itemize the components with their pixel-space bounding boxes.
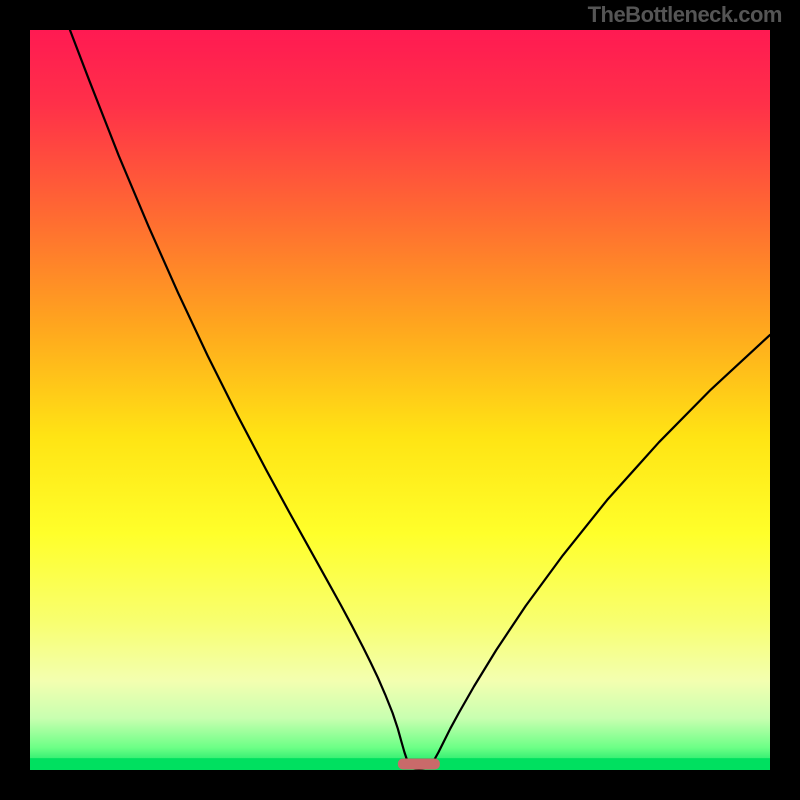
watermark-text: TheBottleneck.com [588,2,782,28]
bottleneck-chart [0,0,800,800]
minimum-marker [398,759,440,770]
chart-container: { "meta": { "watermark": "TheBottleneck.… [0,0,800,800]
plot-background [30,30,770,770]
